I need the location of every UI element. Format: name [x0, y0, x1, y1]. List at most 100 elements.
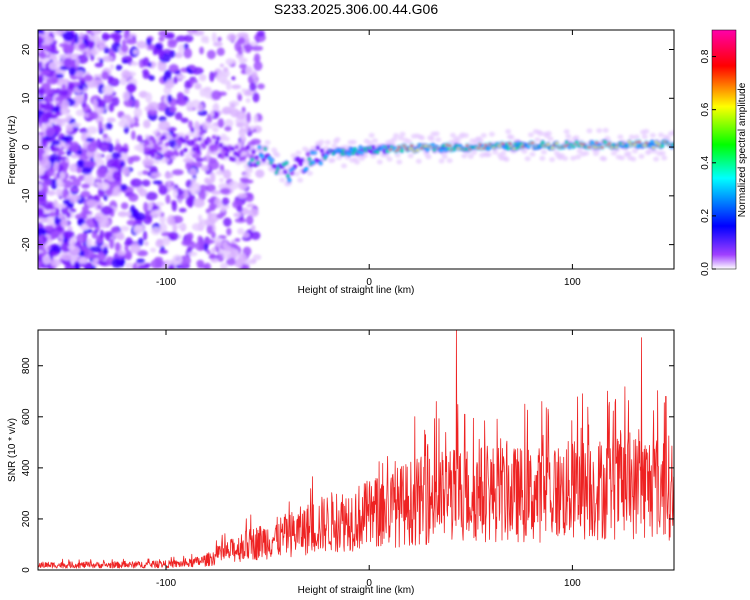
spectrogram-cell — [177, 141, 183, 146]
spectrogram-cell — [152, 139, 157, 145]
spectrogram-cell — [218, 249, 225, 255]
spectrogram-cell — [178, 43, 185, 54]
spectrogram-cell — [602, 127, 609, 133]
spectrogram-cell — [211, 190, 222, 195]
spectrogram-cell — [82, 160, 94, 169]
spectrogram-cell — [501, 142, 505, 145]
spectrogram-cell — [97, 204, 102, 210]
spectrogram-cell — [158, 249, 169, 254]
spectrogram-cell — [38, 87, 45, 97]
spectrogram-cell — [152, 130, 159, 136]
spectrogram-cell — [112, 170, 122, 181]
spectrogram-cell — [196, 146, 201, 151]
spectrogram-cell — [47, 190, 56, 196]
spectrogram-cell — [102, 55, 114, 63]
spectrogram-cell — [207, 138, 212, 144]
spectrogram-cell — [90, 246, 103, 253]
spectrogram-cell — [38, 156, 43, 162]
spectrogram-cell — [119, 147, 129, 153]
spectrogram-cell — [178, 207, 187, 213]
spectrogram-cell — [76, 233, 87, 244]
spectrogram-cell — [41, 114, 50, 124]
spectrogram-cell — [671, 130, 674, 136]
spectrogram-cell — [51, 245, 62, 252]
spectrogram-cell — [331, 143, 338, 149]
spectrogram-cell — [671, 143, 674, 146]
spectrogram-cell — [633, 143, 637, 147]
spectrogram-cell — [410, 144, 414, 147]
spectrogram-cell — [136, 258, 146, 264]
spectrogram-cell — [110, 33, 123, 40]
spectrogram-cell — [484, 143, 488, 147]
spectrogram-cell — [145, 191, 158, 201]
spectrogram-cell — [114, 30, 123, 34]
spectrogram-cell — [133, 224, 143, 235]
spectrogram-cell — [253, 61, 263, 71]
spectrogram-cell — [163, 157, 170, 163]
snr-y-ticks: 0 200 400 600 800 — [21, 357, 674, 573]
spectrogram-cell — [193, 137, 198, 143]
spectrogram-cell — [222, 169, 232, 179]
spectrogram-cell — [115, 143, 122, 151]
spectrogram-cell — [80, 132, 87, 142]
spectrogram-cell — [69, 195, 78, 204]
spectrogram-cell — [233, 212, 243, 218]
spectrogram-cell — [46, 95, 52, 103]
snr-x-tick-label: -100 — [156, 578, 176, 589]
spectrogram-cell — [189, 183, 201, 195]
spectrogram-cell — [45, 126, 56, 138]
spectrogram-cell — [255, 169, 265, 178]
spectrogram-cell — [521, 148, 528, 154]
spectrogram-cell — [537, 131, 544, 137]
spectrogram-cell — [425, 148, 429, 152]
spectrogram-cell — [610, 150, 617, 156]
spectrogram-cell — [540, 141, 545, 144]
spectrogram-cell — [250, 138, 261, 145]
spectrogram-cell — [67, 244, 76, 250]
spectrogram-cell — [245, 65, 254, 76]
spectrogram-cell — [120, 184, 128, 191]
spectrogram-cell — [167, 264, 175, 269]
spectrogram-cell — [192, 30, 205, 36]
spectrogram-cell — [186, 232, 194, 241]
spectrogram-cell — [89, 35, 101, 42]
spectrogram-cell — [180, 117, 189, 123]
spectrogram-cell — [286, 174, 290, 178]
spectrogram-cell — [231, 157, 237, 162]
spectrogram-cell — [187, 246, 193, 253]
spectrogram-cell — [184, 135, 190, 140]
spectrogram-cell — [111, 152, 120, 160]
spectrogram-cell — [219, 187, 231, 195]
spectrogram-cell — [156, 238, 164, 245]
spectrogram-cell — [173, 145, 180, 151]
spectrogram-cell — [547, 136, 554, 142]
spectrogram-cell — [55, 208, 60, 217]
spectrogram-cell — [586, 128, 593, 134]
spectrogram-cell — [103, 93, 114, 104]
spectrogram-cell — [230, 146, 235, 152]
colorbar-tick-label: 0.4 — [700, 155, 711, 169]
spectrogram-cell — [60, 90, 69, 96]
spectrogram-cell — [86, 237, 93, 249]
spectrogram-cell — [354, 159, 361, 165]
spectrogram-cell — [152, 47, 158, 56]
snr-x-label: Height of straight line (km) — [298, 585, 415, 596]
spectrogram-cell — [80, 210, 93, 215]
spectrogram-cell — [117, 211, 129, 218]
spectrogram-cell — [305, 151, 311, 157]
spectrogram-cell — [241, 156, 247, 161]
spectrogram-cell — [136, 134, 143, 142]
spectrogram-cell — [237, 193, 248, 199]
spectrogram-cell — [358, 146, 363, 149]
spectrogram-cell — [150, 172, 162, 178]
spectrogram-cell — [246, 111, 251, 123]
spectrogram-cell — [279, 177, 286, 183]
spectrogram-cell — [193, 120, 200, 130]
spectrogram-cell — [235, 257, 243, 269]
spectrogram-cell — [307, 158, 311, 161]
spectrogram-cell — [150, 152, 156, 158]
spectrogram-cell — [174, 112, 183, 121]
spectrogram-cell — [224, 126, 232, 132]
spectrogram-cell — [201, 218, 206, 229]
